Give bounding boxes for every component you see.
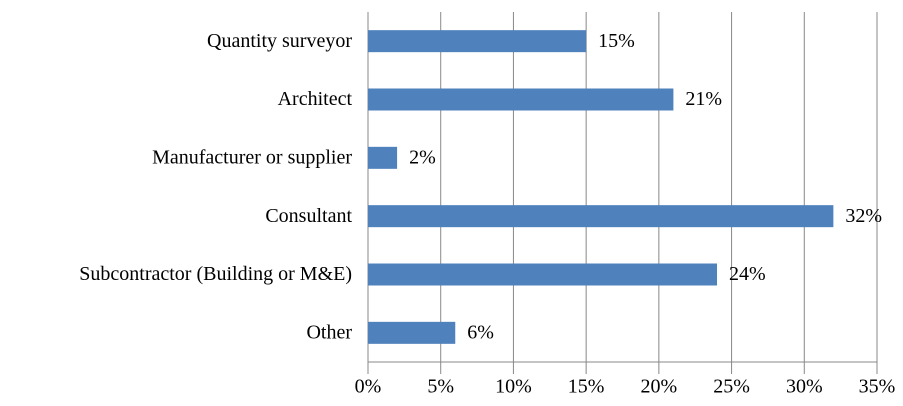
y-tick-label: Consultant bbox=[265, 205, 352, 227]
y-tick-label: Subcontractor (Building or M&E) bbox=[79, 263, 352, 285]
y-tick-label: Manufacturer or supplier bbox=[152, 146, 352, 168]
data-label: 24% bbox=[729, 263, 766, 285]
bar bbox=[368, 263, 718, 286]
x-tick-label: 15% bbox=[568, 376, 605, 398]
bar bbox=[368, 205, 834, 228]
y-tick-label: Other bbox=[306, 321, 352, 343]
x-tick-label: 10% bbox=[495, 376, 532, 398]
x-tick-label: 35% bbox=[859, 376, 896, 398]
x-tick-label: 25% bbox=[713, 376, 750, 398]
x-tick-label: 30% bbox=[786, 376, 823, 398]
data-label: 6% bbox=[467, 321, 494, 343]
x-tick-label: 0% bbox=[355, 376, 382, 398]
y-tick-label: Architect bbox=[278, 88, 353, 110]
x-tick-label: 20% bbox=[641, 376, 678, 398]
bar bbox=[368, 30, 587, 53]
data-label: 2% bbox=[409, 146, 436, 168]
data-label: 15% bbox=[598, 30, 635, 52]
y-tick-label: Quantity surveyor bbox=[207, 30, 352, 52]
data-label: 32% bbox=[845, 205, 882, 227]
bar bbox=[368, 88, 674, 111]
bar bbox=[368, 321, 456, 344]
bar bbox=[368, 146, 398, 169]
x-tick-label: 5% bbox=[427, 376, 454, 398]
data-label: 21% bbox=[685, 88, 722, 110]
